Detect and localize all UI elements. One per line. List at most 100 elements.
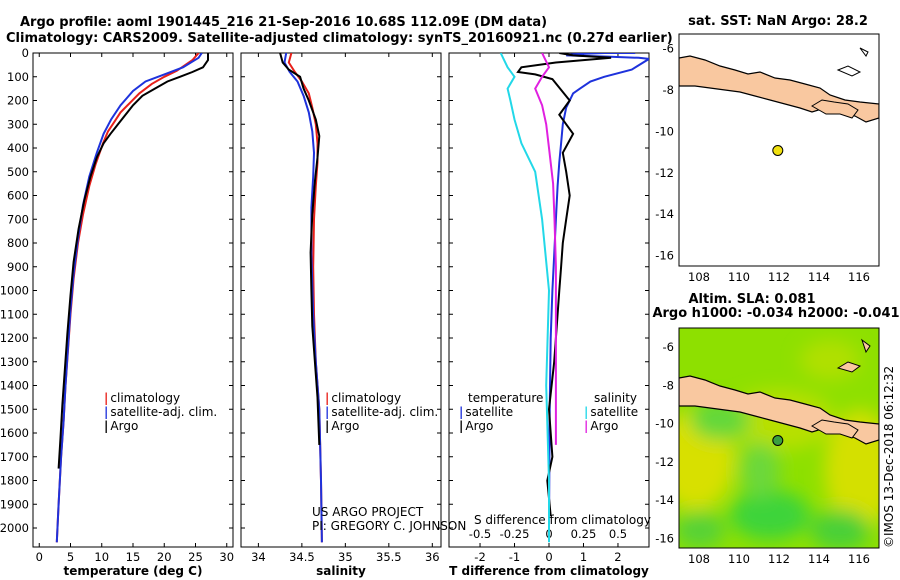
argo-location-marker xyxy=(772,435,784,446)
s-diff-tick-label: 0.25 xyxy=(571,527,597,541)
depth-tick-label: 1200 xyxy=(0,331,29,345)
small-islands xyxy=(836,47,869,77)
map-x-tick-label: 108 xyxy=(688,270,710,284)
temperature-legend: | climatology | satellite-adj. clim. | Argo xyxy=(104,391,217,433)
sla-map xyxy=(678,327,880,549)
map-y-tick-label: -14 xyxy=(655,493,674,507)
svg-text:|Argo: | Argo xyxy=(459,419,493,433)
map2-subtitle: Argo h1000: -0.034 h2000: -0.041 xyxy=(652,306,899,321)
small-islands xyxy=(836,338,871,373)
map-y-tick-label: -8 xyxy=(663,83,674,97)
axis-ticks: 0100200300400500600700800900100011001200… xyxy=(0,42,870,567)
svg-text:|climatology: | climatology xyxy=(325,391,401,405)
sst-map xyxy=(678,33,880,267)
depth-tick-label: 300 xyxy=(7,117,29,131)
x-tick-label: 34 xyxy=(251,550,266,564)
figure-title-line1: Argo profile: aoml 1901445_216 21-Sep-20… xyxy=(20,15,547,30)
map-y-tick-label: -10 xyxy=(655,124,674,138)
x-tick-label: 1 xyxy=(580,550,587,564)
x-tick-label: 0 xyxy=(545,550,552,564)
depth-tick-label: 400 xyxy=(7,141,29,155)
x-tick-label: 10 xyxy=(94,550,109,564)
x-tick-label: 25 xyxy=(188,550,203,564)
map-x-tick-label: 112 xyxy=(768,270,790,284)
svg-text:|climatology: | climatology xyxy=(104,391,180,405)
depth-tick-label: 1900 xyxy=(0,497,29,511)
map-x-tick-label: 110 xyxy=(728,270,750,284)
depth-tick-label: 100 xyxy=(7,70,29,84)
map-x-tick-label: 112 xyxy=(768,552,790,566)
profile-series xyxy=(55,53,649,543)
s-diff-argo-line xyxy=(534,53,557,445)
map-y-tick-label: -16 xyxy=(655,531,674,545)
map-x-tick-label: 114 xyxy=(808,270,830,284)
depth-tick-label: 1500 xyxy=(0,402,29,416)
credit-pi: PI: GREGORY C. JOHNSON xyxy=(312,519,466,533)
salinity-panel-frame xyxy=(240,52,442,548)
x-tick-label: 5 xyxy=(67,550,74,564)
svg-text:|satellite: | satellite xyxy=(584,405,638,419)
legend-satellite: satellite-adj. clim. xyxy=(110,405,217,419)
depth-tick-label: 500 xyxy=(7,165,29,179)
legend-climatology: climatology xyxy=(110,391,180,405)
x-tick-label: -1 xyxy=(509,550,520,564)
map-y-tick-label: -8 xyxy=(663,378,674,392)
depth-tick-label: 800 xyxy=(7,236,29,250)
temperature-panel-frame xyxy=(32,52,234,548)
difference-legend: temperature | satellite | Argo salinity | s… xyxy=(459,391,638,433)
depth-tick-label: 1600 xyxy=(0,426,29,440)
map-y-tick-label: -14 xyxy=(655,207,674,221)
depth-tick-label: 2000 xyxy=(0,521,29,535)
legend-t-argo: Argo xyxy=(465,419,493,433)
climatology-line xyxy=(55,53,200,543)
depth-tick-label: 700 xyxy=(7,212,29,226)
svg-text:|satellite-adj. clim.: | satellite-adj. clim. xyxy=(104,405,217,419)
bali-lombok-landmass xyxy=(811,419,859,439)
legend-s-satellite: satellite xyxy=(590,405,638,419)
x-tick-label: 0 xyxy=(36,550,43,564)
map-y-tick-label: -16 xyxy=(655,249,674,263)
argo-location-marker xyxy=(772,145,784,156)
bali-lombok-landmass xyxy=(811,99,859,119)
depth-tick-label: 1400 xyxy=(0,379,29,393)
x-tick-label: 35.5 xyxy=(376,550,402,564)
map-x-tick-label: 108 xyxy=(688,552,710,566)
argo-line xyxy=(57,53,209,469)
x-tick-label: 20 xyxy=(157,550,172,564)
depth-tick-label: 600 xyxy=(7,189,29,203)
svg-text:|satellite-adj. clim.: | satellite-adj. clim. xyxy=(325,405,438,419)
legend-satellite: satellite-adj. clim. xyxy=(331,405,438,419)
svg-text:|Argo: | Argo xyxy=(325,419,359,433)
map1-title: sat. SST: NaN Argo: 28.2 xyxy=(688,14,868,29)
difference-xlabel: T difference from climatology xyxy=(449,564,649,578)
salinity-legend: | climatology | satellite-adj. clim. | Argo xyxy=(325,391,438,433)
x-tick-label: 15 xyxy=(126,550,141,564)
svg-text:|satellite: | satellite xyxy=(459,405,513,419)
map-y-tick-label: -10 xyxy=(655,417,674,431)
svg-text:|Argo: | Argo xyxy=(104,419,138,433)
salinity-xlabel: salinity xyxy=(316,564,366,578)
imos-timestamp: ©IMOS 13-Dec-2018 06:12:32 xyxy=(882,366,896,548)
depth-tick-label: 0 xyxy=(22,46,29,60)
depth-tick-label: 1800 xyxy=(0,474,29,488)
s-diff-tick-label: 0.5 xyxy=(609,527,627,541)
depth-tick-label: 900 xyxy=(7,260,29,274)
map-x-tick-label: 116 xyxy=(848,552,870,566)
temperature-xlabel: temperature (deg C) xyxy=(64,564,203,578)
x-tick-label: 35 xyxy=(338,550,353,564)
s-difference-label: S difference from climatology xyxy=(474,513,651,527)
legend-salinity-title: salinity xyxy=(594,391,637,405)
legend-s-argo: Argo xyxy=(590,419,618,433)
depth-tick-label: 1300 xyxy=(0,355,29,369)
credit-project: US ARGO PROJECT xyxy=(312,505,424,519)
map-y-tick-label: -12 xyxy=(655,166,674,180)
legend-argo: Argo xyxy=(110,419,138,433)
satellite-adj-line xyxy=(55,53,203,543)
s-diff-satellite-line xyxy=(499,53,551,543)
x-tick-label: 36 xyxy=(425,550,440,564)
figure-title-line2: Climatology: CARS2009. Satellite-adjuste… xyxy=(6,31,673,46)
legend-t-satellite: satellite xyxy=(465,405,513,419)
t-diff-argo-line xyxy=(516,53,612,517)
depth-tick-label: 200 xyxy=(7,94,29,108)
